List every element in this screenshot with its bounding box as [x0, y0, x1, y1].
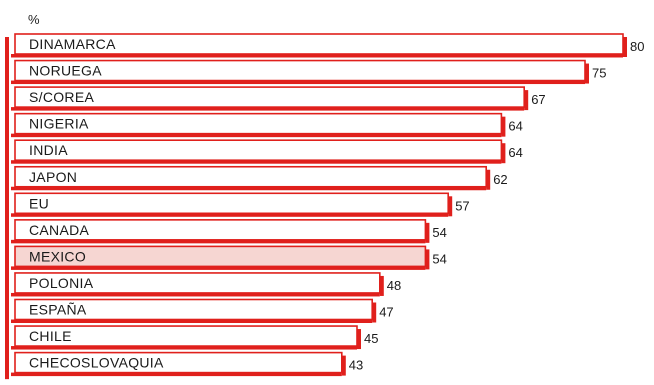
category-label: CHECOSLOVAQUIA	[29, 355, 164, 371]
bar-depth-bottom	[11, 266, 426, 270]
value-label: 45	[364, 331, 378, 346]
category-label: NORUEGA	[29, 63, 102, 79]
bar-depth-bottom	[11, 239, 426, 244]
bar	[14, 165, 488, 188]
bar-depth-side	[501, 116, 506, 137]
value-label: 64	[508, 145, 522, 160]
bar-depth-side	[341, 355, 346, 376]
bar	[14, 112, 503, 135]
category-label: DINAMARCA	[29, 36, 116, 52]
bar-depth-side	[372, 302, 377, 323]
value-label: 64	[508, 119, 522, 134]
bar-depth-bottom	[11, 54, 623, 58]
value-label: 43	[349, 358, 363, 373]
axis-spine	[5, 37, 9, 380]
bar-depth-side	[585, 63, 589, 84]
category-label: CHILE	[29, 328, 72, 344]
bar-depth-bottom	[11, 292, 380, 297]
bar-depth-bottom	[11, 346, 357, 350]
bar	[14, 86, 526, 108]
value-label: 75	[592, 66, 606, 81]
bar-depth-bottom	[11, 186, 487, 191]
value-label: 80	[630, 39, 644, 54]
value-label: 57	[455, 198, 469, 213]
bar	[14, 192, 450, 215]
bar	[14, 351, 343, 374]
bar	[14, 272, 381, 294]
bar-depth-bottom	[11, 80, 585, 85]
bar	[14, 219, 427, 241]
category-label: S/COREA	[29, 89, 94, 105]
category-label: CANADA	[29, 222, 90, 238]
bar-depth-side	[486, 169, 491, 190]
value-label: 54	[432, 251, 446, 266]
value-label: 47	[379, 305, 393, 320]
bar-depth-bottom	[11, 107, 525, 111]
bar	[14, 59, 586, 82]
bar-depth-side	[623, 37, 627, 57]
bar-depth-side	[524, 90, 529, 111]
bar-depth-side	[448, 196, 453, 217]
bar	[14, 245, 427, 268]
bar-depth-side	[425, 249, 430, 270]
category-label: MEXICO	[29, 248, 86, 264]
bar	[14, 298, 374, 321]
bar-depth-bottom	[11, 133, 502, 138]
bar-depth-side	[501, 143, 506, 164]
category-label: NIGERIA	[29, 116, 89, 132]
value-label: 67	[531, 92, 545, 107]
category-label: INDIA	[29, 142, 68, 158]
bar-depth-side	[379, 275, 384, 296]
value-label: 54	[432, 225, 446, 240]
bar	[14, 139, 503, 161]
bar-depth-bottom	[11, 319, 373, 323]
category-label: JAPON	[29, 169, 77, 185]
category-label: ESPAÑA	[29, 302, 87, 318]
bar-depth-side	[357, 329, 361, 350]
unit-label: %	[28, 12, 40, 27]
bar-depth-side	[425, 222, 430, 243]
value-label: 62	[493, 172, 507, 187]
category-label: POLONIA	[29, 275, 94, 291]
bar	[14, 33, 624, 55]
value-label: 48	[387, 278, 401, 293]
bar-depth-bottom	[11, 160, 502, 164]
bar-depth-bottom	[11, 213, 449, 217]
bars-group: DINAMARCA 80 NORUEGA 75 S/COREA 67 NIGERIA 64 IN…	[5, 33, 644, 380]
bar-depth-bottom	[11, 372, 342, 377]
bar	[14, 325, 358, 347]
category-label: EU	[29, 195, 49, 211]
